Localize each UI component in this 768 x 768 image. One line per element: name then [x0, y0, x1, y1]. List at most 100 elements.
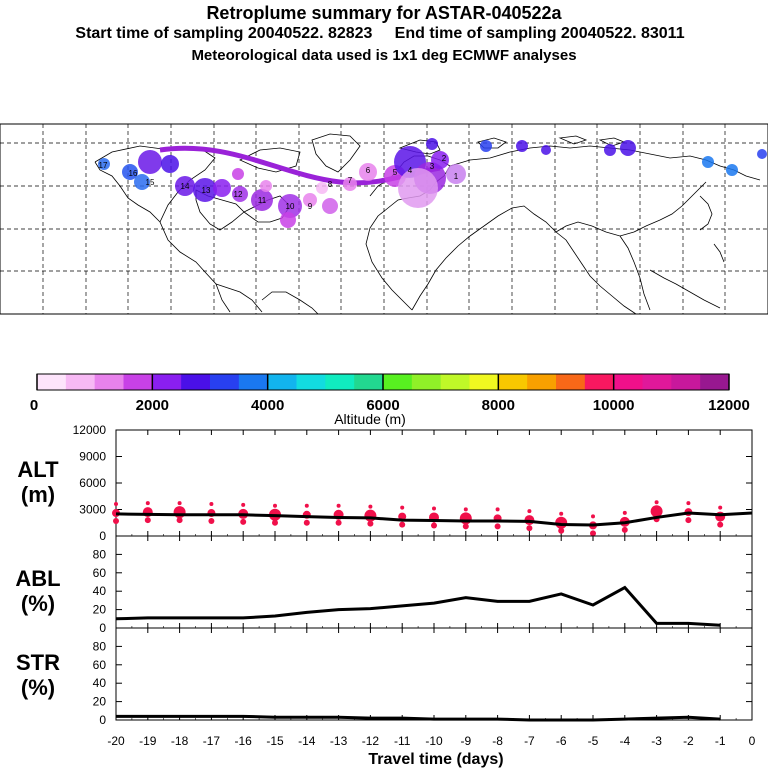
plume-blob: [431, 151, 449, 169]
plume-blob: [134, 174, 150, 190]
y-tick-label: 20: [93, 603, 107, 617]
plume-blob: [446, 164, 466, 184]
plume-day-label: 4: [408, 166, 413, 175]
colorbar-swatch: [671, 374, 701, 390]
altitude-point: [559, 511, 564, 516]
altitude-point: [431, 522, 437, 529]
altitude-colorbar: 0 2000 4000 6000 8000 10000 12000: [30, 373, 750, 414]
altitude-point: [399, 521, 406, 528]
x-tick-label: -7: [524, 734, 535, 748]
x-tick-label: -4: [619, 734, 630, 748]
altitude-point: [621, 526, 628, 533]
colorbar-swatch: [37, 374, 67, 390]
plume-blob: [161, 155, 179, 173]
altitude-point: [718, 505, 723, 510]
y-tick-label: 0: [99, 529, 106, 543]
plume-blob: [138, 150, 162, 174]
x-tick-label: -15: [266, 734, 284, 748]
met-data-note: Meteorological data used is 1x1 deg ECMW…: [191, 47, 577, 64]
colorbar-swatch: [556, 374, 586, 390]
plume-blob: [726, 164, 738, 176]
y-tick-label: 9000: [79, 450, 106, 464]
altitude-point: [209, 502, 214, 507]
altitude-point: [113, 518, 119, 525]
retroplume: 17 16 15 14 13 12 11 10 9 8 7 6 5 4 321: [98, 138, 767, 228]
plume-day-label: 9: [308, 202, 313, 211]
altitude-point: [591, 514, 595, 519]
altitude-point: [715, 511, 726, 522]
altitude-point: [272, 519, 278, 526]
plume-blob: [280, 212, 296, 228]
altitude-point: [494, 523, 501, 530]
alt-panel-unit: (m): [21, 482, 55, 507]
plume-blob: [620, 140, 636, 156]
colorbar-tick-label: 10000: [593, 397, 635, 414]
plume-blob: [541, 145, 551, 155]
altitude-point: [367, 520, 374, 527]
y-tick-label: 80: [93, 547, 107, 561]
plume-blob: [175, 176, 195, 196]
plume-day-label: 6: [366, 166, 371, 175]
abl-panel-label: ABL: [15, 566, 60, 591]
colorbar-swatch: [700, 374, 730, 390]
plume-blob: [122, 164, 138, 180]
plume-day-label: 3: [430, 162, 435, 171]
x-tick-label: -19: [139, 734, 157, 748]
colorbar-swatch: [238, 374, 269, 390]
altitude-point: [144, 517, 151, 524]
colorbar-swatch: [642, 374, 672, 390]
plume-blob: [702, 156, 714, 168]
plume-day-label: 15: [146, 178, 155, 187]
x-tick-label: -1: [715, 734, 726, 748]
altitude-point: [558, 527, 565, 534]
plume-day-label: 17: [99, 161, 108, 170]
plume-blob: [98, 158, 110, 170]
altitude-point: [335, 519, 342, 526]
altitude-point: [177, 501, 182, 506]
altitude-point: [173, 506, 186, 519]
altitude-point: [462, 523, 469, 530]
plume-day-label: 5: [393, 168, 398, 177]
colorbar-swatch: [383, 374, 413, 390]
altitude-point: [176, 517, 183, 524]
colorbar-swatch: [325, 374, 355, 390]
panel-frame: [115, 627, 753, 721]
altitude-point: [590, 530, 596, 537]
x-tick-label: -20: [107, 734, 125, 748]
colorbar-swatch: [152, 374, 182, 390]
colorbar-swatch: [123, 374, 153, 390]
abl-series-line: [115, 585, 721, 627]
y-tick-label: 6000: [79, 476, 106, 490]
altitude-point: [685, 517, 692, 524]
x-tick-label: 0: [749, 734, 756, 748]
plume-blob: [278, 194, 302, 218]
y-tick-label: 60: [93, 566, 107, 580]
plume-blob: [193, 178, 217, 202]
altitude-point: [303, 519, 310, 526]
plume-blob: [213, 179, 231, 197]
map-panel: 17 16 15 14 13 12 11 10 9 8 7 6 5 4 321: [0, 123, 768, 315]
colorbar-swatch: [267, 374, 297, 390]
x-tick-label: -17: [203, 734, 221, 748]
x-tick-label: -8: [492, 734, 503, 748]
altitude-point: [208, 518, 215, 525]
x-tick-label: -3: [651, 734, 662, 748]
plume-blob: [604, 144, 616, 156]
colorbar-swatch: [181, 374, 211, 390]
colorbar-tick-label: 4000: [251, 397, 284, 414]
str-panel-unit: (%): [21, 675, 55, 700]
altitude-point: [463, 507, 468, 512]
x-tick-label: -2: [683, 734, 694, 748]
colorbar-swatch: [65, 374, 96, 390]
x-tick-label: -12: [362, 734, 380, 748]
altitude-point: [717, 521, 724, 528]
colorbar-tick-label: 2000: [136, 397, 169, 414]
sampling-times: Start time of sampling 20040522. 82823 E…: [75, 25, 685, 42]
plume-day-label: 12: [234, 190, 243, 199]
y-tick-label: 0: [99, 713, 106, 727]
altitude-point: [240, 518, 247, 525]
plume-day-label: 13: [202, 186, 211, 195]
plume-day-label: 11: [258, 196, 267, 205]
y-tick-label: 60: [93, 658, 107, 672]
